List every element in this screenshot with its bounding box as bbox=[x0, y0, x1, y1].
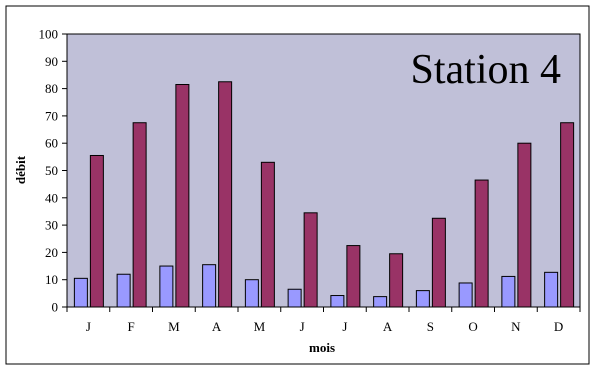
y-axis-label: débit bbox=[13, 155, 28, 184]
x-tick-label: M bbox=[254, 319, 266, 334]
bar-series-2 bbox=[389, 253, 404, 308]
bar-series-1 bbox=[373, 296, 388, 308]
bar-series-group bbox=[73, 81, 575, 308]
bar-series-1 bbox=[73, 277, 88, 308]
bar-series-2 bbox=[346, 245, 361, 308]
bar-series-1 bbox=[202, 264, 217, 308]
bar-series-2 bbox=[218, 81, 233, 308]
bar-series-1 bbox=[458, 282, 473, 308]
y-tick-label: 90 bbox=[45, 54, 58, 69]
y-axis: 0 10 20 30 40 50 60 70 80 90 100 bbox=[39, 27, 67, 315]
x-tick-label: A bbox=[383, 319, 393, 334]
x-axis-label: mois bbox=[309, 340, 335, 355]
x-tick-label: O bbox=[468, 319, 477, 334]
y-tick-label: 80 bbox=[45, 81, 58, 96]
plot-area bbox=[66, 33, 581, 308]
bar-series-2 bbox=[474, 179, 489, 308]
y-tick-label: 40 bbox=[45, 190, 58, 205]
bar-series-1 bbox=[159, 265, 174, 308]
bar-series-2 bbox=[175, 84, 190, 308]
y-tick-label: 50 bbox=[45, 163, 58, 178]
bar-series-2 bbox=[517, 142, 532, 308]
y-tick-label: 60 bbox=[45, 136, 58, 151]
bar-series-2 bbox=[132, 122, 147, 308]
x-tick-label: D bbox=[554, 319, 563, 334]
y-tick-label: 0 bbox=[52, 300, 59, 315]
y-tick-label: 70 bbox=[45, 108, 58, 123]
y-tick-label: 10 bbox=[45, 272, 58, 287]
bar-series-2 bbox=[560, 122, 575, 308]
bar-series-1 bbox=[544, 271, 559, 308]
x-tick-label: F bbox=[128, 319, 135, 334]
x-tick-label: S bbox=[427, 319, 434, 334]
x-tick-label: J bbox=[300, 319, 305, 334]
y-tick-label: 100 bbox=[39, 27, 59, 42]
bar-series-1 bbox=[116, 273, 131, 308]
bar-series-2 bbox=[89, 154, 104, 308]
x-tick-label: J bbox=[342, 319, 347, 334]
x-tick-label: J bbox=[86, 319, 91, 334]
x-tick-label: A bbox=[212, 319, 222, 334]
bar-series-1 bbox=[244, 279, 259, 308]
bar-series-1 bbox=[287, 288, 302, 308]
bar-series-2 bbox=[303, 212, 318, 308]
x-tick-label: M bbox=[168, 319, 180, 334]
bar-series-2 bbox=[260, 161, 275, 308]
bar-series-2 bbox=[431, 217, 446, 308]
bar-series-1 bbox=[501, 275, 516, 308]
chart-title: Station 4 bbox=[410, 47, 561, 93]
bar-series-1 bbox=[330, 295, 345, 308]
x-tick-label: N bbox=[511, 319, 521, 334]
y-tick-label: 20 bbox=[45, 245, 58, 260]
y-tick-label: 30 bbox=[45, 218, 58, 233]
bar-series-1 bbox=[415, 290, 430, 308]
